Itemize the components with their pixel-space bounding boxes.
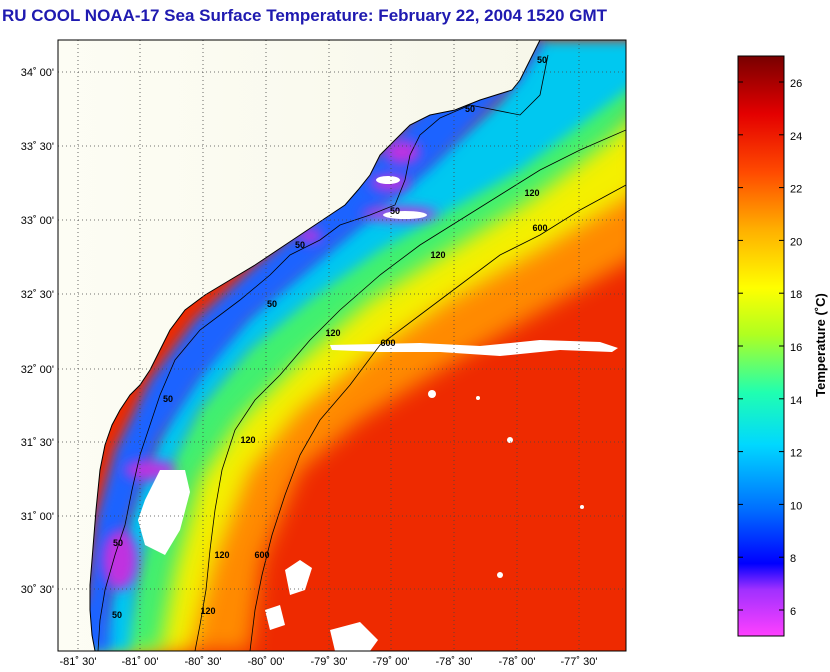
colorbar-tick-label: 14 <box>790 395 802 407</box>
contour-label: 120 <box>524 188 539 198</box>
colorbar-tick-label: 24 <box>790 131 802 143</box>
lat-tick-label: 34˚ 00' <box>21 67 54 79</box>
contour-label: 50 <box>465 104 475 114</box>
lon-tick-label: -81˚ 00' <box>122 656 159 668</box>
isobath-contours <box>97 54 626 651</box>
cloud-mask <box>138 176 618 651</box>
longitude-labels: -81˚ 30' -81˚ 00' -80˚ 30' -80˚ 00' -79˚ 30'… <box>60 656 598 668</box>
contour-label: 50 <box>113 538 123 548</box>
sst-green <box>58 67 626 651</box>
latitude-labels: 34˚ 00' 33˚ 30' 33˚ 00' 32˚ 30' 32˚ 00' 31˚ 3… <box>21 67 54 596</box>
lon-tick-label: -79˚ 00' <box>373 656 410 668</box>
lat-tick-label: 33˚ 00' <box>21 215 54 227</box>
sst-blue <box>58 40 545 651</box>
colorbar: 26 24 22 20 18 16 14 12 10 8 6 Temperature (˚C) <box>737 55 828 637</box>
graticule <box>58 40 626 651</box>
contour-label: 50 <box>112 610 122 620</box>
colorbar-tick-label: 10 <box>790 500 802 512</box>
colorbar-tick-label: 12 <box>790 448 802 460</box>
contour-label: 600 <box>380 338 395 348</box>
contour-labels: 50 50 50 50 50 50 50 50 120 120 120 120 120 120 600 600… <box>112 55 548 620</box>
colorbar-tick-label: 22 <box>790 184 802 196</box>
contour-label: 600 <box>254 550 269 560</box>
lon-tick-label: -80˚ 00' <box>248 656 285 668</box>
lat-tick-label: 32˚ 00' <box>21 364 54 376</box>
colorbar-tick-label: 20 <box>790 236 802 248</box>
lon-tick-label: -80˚ 30' <box>185 656 222 668</box>
colorbar-tick-label: 18 <box>790 289 802 301</box>
colorbar-tick-label: 16 <box>790 342 802 354</box>
lat-tick-label: 31˚ 30' <box>21 437 54 449</box>
lon-tick-label: -79˚ 30' <box>311 656 348 668</box>
map-panel: 50 50 50 50 50 50 50 50 120 120 120 120 120 120 600 600… <box>58 40 626 651</box>
lon-tick-label: -78˚ 00' <box>499 656 536 668</box>
contour-label: 120 <box>240 435 255 445</box>
coastline <box>89 40 541 651</box>
lon-tick-label: -78˚ 30' <box>436 656 473 668</box>
colorbar-tick-label: 26 <box>790 78 802 90</box>
map-frame <box>57 39 627 652</box>
colorbar-ticks: 26 24 22 20 18 16 14 12 10 8 6 <box>738 78 802 618</box>
colorbar-gradient <box>737 55 785 637</box>
lat-tick-label: 30˚ 30' <box>21 584 54 596</box>
lon-tick-label: -81˚ 30' <box>60 656 97 668</box>
contour-label: 50 <box>537 55 547 65</box>
contour-label: 120 <box>430 250 445 260</box>
contour-label: 50 <box>163 394 173 404</box>
sst-cyan <box>58 40 626 651</box>
contour-label: 600 <box>532 223 547 233</box>
page-title: RU COOL NOAA-17 Sea Surface Temperature:… <box>2 6 607 25</box>
contour-label: 120 <box>200 606 215 616</box>
isobath-600 <box>249 184 626 651</box>
isobath-50 <box>97 54 549 651</box>
isobath-120 <box>194 129 626 651</box>
lat-tick-label: 31˚ 00' <box>21 511 54 523</box>
colorbar-tick-label: 6 <box>790 606 796 618</box>
lon-tick-label: -77˚ 30' <box>561 656 598 668</box>
colorbar-tick-label: 8 <box>790 553 796 565</box>
contour-label: 50 <box>295 240 305 250</box>
sst-yellow <box>58 107 626 651</box>
land-area <box>58 40 540 651</box>
colorbar-title: Temperature (˚C) <box>813 293 828 397</box>
contour-label: 120 <box>325 328 340 338</box>
lat-tick-label: 32˚ 30' <box>21 289 54 301</box>
contour-label: 50 <box>267 299 277 309</box>
contour-label: 120 <box>214 550 229 560</box>
lat-tick-label: 33˚ 30' <box>21 141 54 153</box>
contour-label: 50 <box>390 206 400 216</box>
